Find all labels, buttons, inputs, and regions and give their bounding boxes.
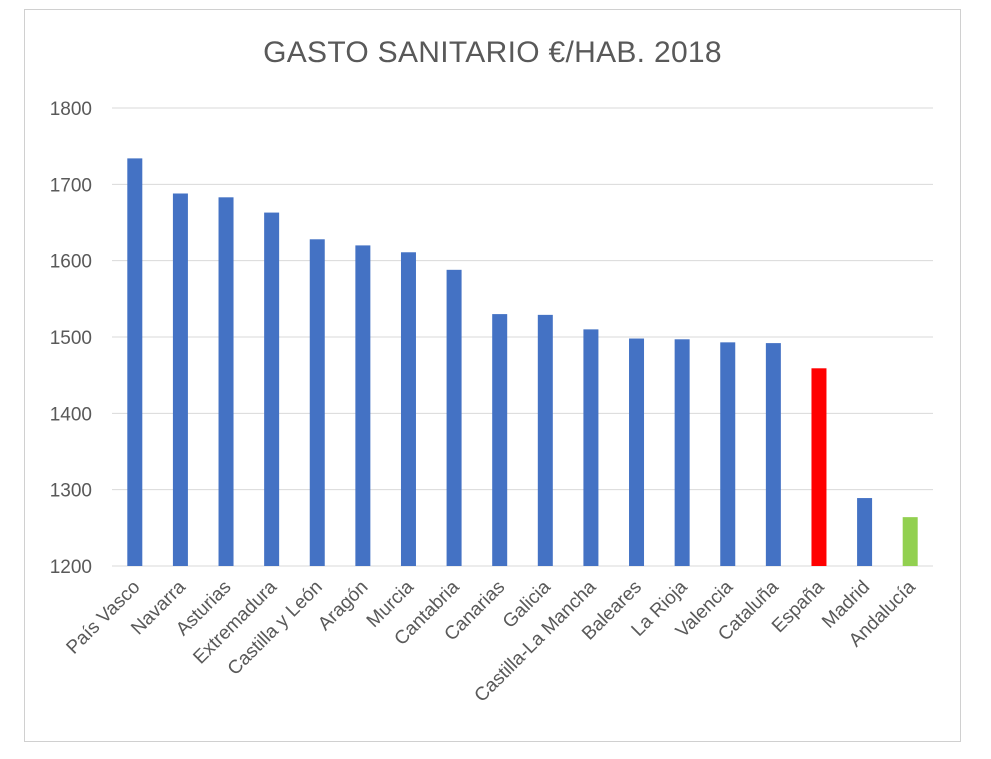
x-tick-label: Aragón bbox=[314, 577, 372, 635]
bar bbox=[674, 339, 690, 566]
bar bbox=[218, 197, 234, 566]
y-tick-label: 1500 bbox=[50, 328, 92, 349]
y-tick-label: 1700 bbox=[50, 175, 92, 196]
bar bbox=[127, 158, 143, 566]
bar bbox=[172, 193, 188, 566]
x-tick-label: País Vasco bbox=[63, 577, 145, 659]
gridlines bbox=[112, 107, 933, 567]
bar bbox=[264, 212, 280, 566]
bar bbox=[811, 368, 827, 566]
bar bbox=[720, 342, 736, 566]
y-tick-label: 1800 bbox=[50, 99, 92, 120]
bar bbox=[583, 329, 599, 566]
bar bbox=[400, 252, 416, 566]
bar bbox=[902, 517, 918, 566]
bar bbox=[537, 314, 553, 566]
y-tick-label: 1600 bbox=[50, 252, 92, 273]
bar bbox=[765, 343, 781, 566]
bar bbox=[446, 269, 462, 566]
x-tick-label: España bbox=[768, 576, 829, 637]
bars bbox=[127, 158, 918, 566]
y-tick-label: 1300 bbox=[50, 481, 92, 502]
bar bbox=[629, 338, 645, 566]
bar bbox=[355, 245, 371, 566]
chart-title: GASTO SANITARIO €/HAB. 2018 bbox=[263, 36, 722, 69]
bar bbox=[857, 498, 873, 566]
bar bbox=[309, 239, 325, 566]
y-tick-label: 1200 bbox=[50, 557, 92, 578]
y-axis-ticks: 1200 1300 1400 1500 1600 1700 1800 bbox=[50, 99, 92, 578]
bar bbox=[492, 314, 508, 566]
y-tick-label: 1400 bbox=[50, 404, 92, 425]
x-axis-ticks: País VascoNavarraAsturiasExtremaduraCast… bbox=[63, 576, 921, 706]
